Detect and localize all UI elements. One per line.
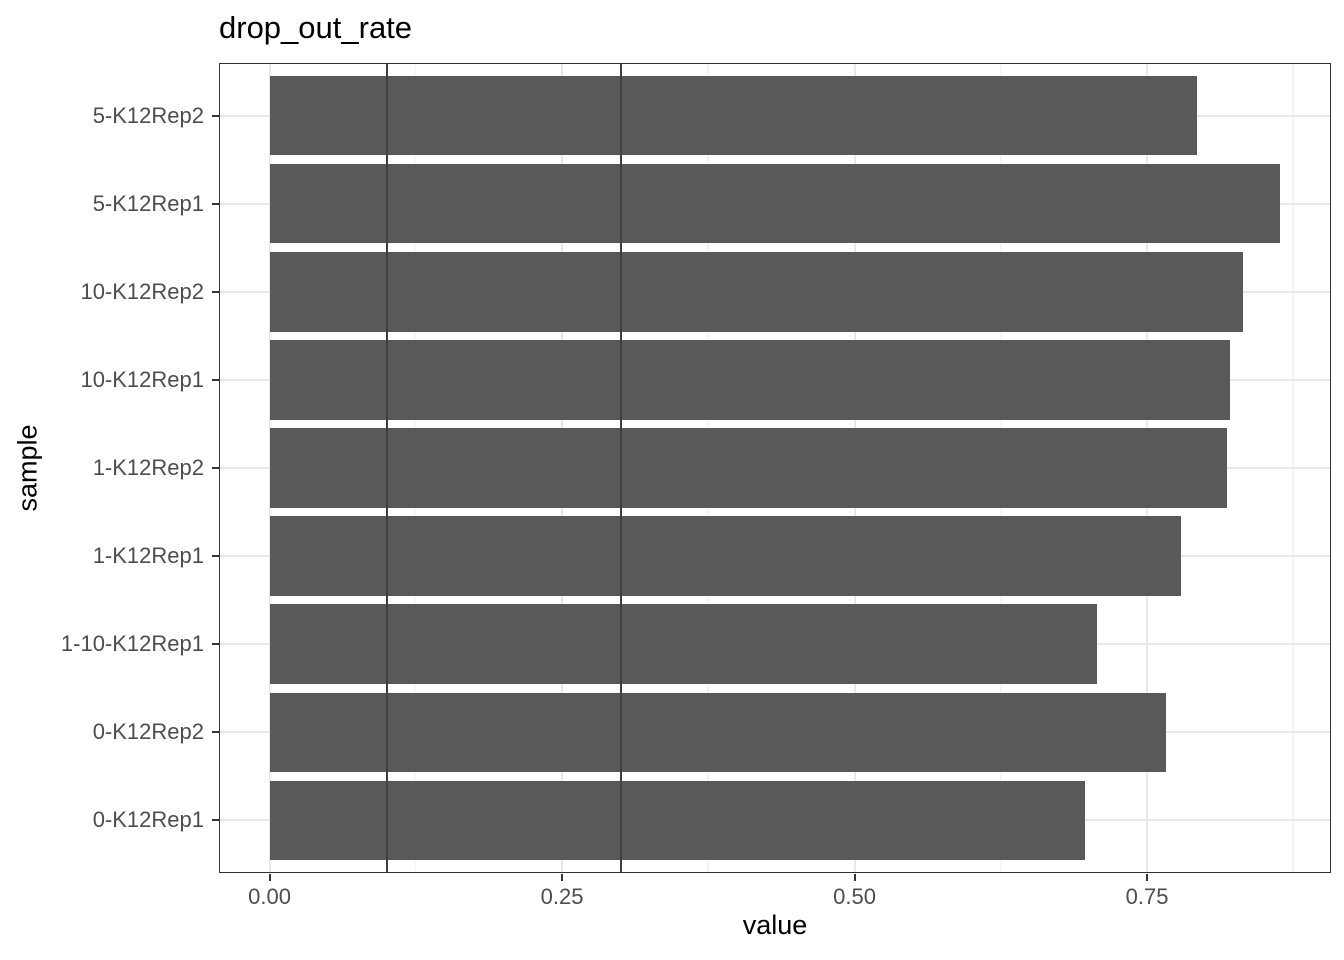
- plot-title: drop_out_rate: [219, 10, 413, 45]
- y-tick-mark: [212, 555, 219, 558]
- y-tick-label: 1-10-K12Rep1: [60, 631, 204, 657]
- y-tick-mark: [212, 114, 219, 117]
- y-tick-mark: [212, 819, 219, 822]
- y-tick-label: 10-K12Rep2: [80, 278, 204, 304]
- x-tick-mark: [561, 874, 564, 881]
- y-tick-mark: [212, 378, 219, 381]
- x-tick-label: 0.00: [248, 884, 291, 909]
- reference-line: [619, 63, 622, 873]
- y-axis: 5-K12Rep2 5-K12Rep1 10-K12Rep2 10-K12Rep1 1-…: [0, 63, 219, 873]
- reference-line: [385, 63, 388, 873]
- x-axis-title: value: [742, 910, 808, 940]
- y-tick-mark: [212, 290, 219, 293]
- bar: [269, 780, 1086, 860]
- y-tick-mark: [212, 202, 219, 205]
- y-tick-label: 5-K12Rep1: [92, 190, 204, 216]
- plot-panel: [219, 63, 1331, 873]
- x-tick-label: 0.75: [1125, 884, 1169, 909]
- bar: [269, 516, 1181, 596]
- bar: [269, 164, 1281, 244]
- y-tick-label: 1-K12Rep2: [92, 455, 204, 480]
- y-tick-mark: [212, 467, 219, 469]
- y-tick-label: 0-K12Rep2: [92, 719, 204, 745]
- x-axis: 0.00 0.25 0.50 0.75: [219, 874, 1331, 919]
- bar: [269, 428, 1227, 508]
- bar: [269, 604, 1097, 684]
- y-tick-label: 0-K12Rep1: [92, 807, 204, 833]
- bar: [269, 76, 1198, 156]
- x-tick-mark: [1146, 874, 1149, 881]
- x-tick-label: 0.50: [833, 884, 876, 909]
- bar: [269, 340, 1231, 420]
- y-tick-mark: [212, 643, 219, 646]
- y-tick-label: 1-K12Rep1: [92, 543, 204, 569]
- y-tick-label: 10-K12Rep1: [80, 366, 204, 392]
- x-tick-mark: [268, 874, 271, 881]
- y-tick-label: 5-K12Rep2: [92, 102, 204, 128]
- x-tick-label: 0.25: [540, 884, 584, 909]
- bar: [269, 692, 1166, 772]
- y-tick-mark: [212, 731, 219, 734]
- bar: [269, 252, 1243, 332]
- x-tick-mark: [853, 874, 856, 881]
